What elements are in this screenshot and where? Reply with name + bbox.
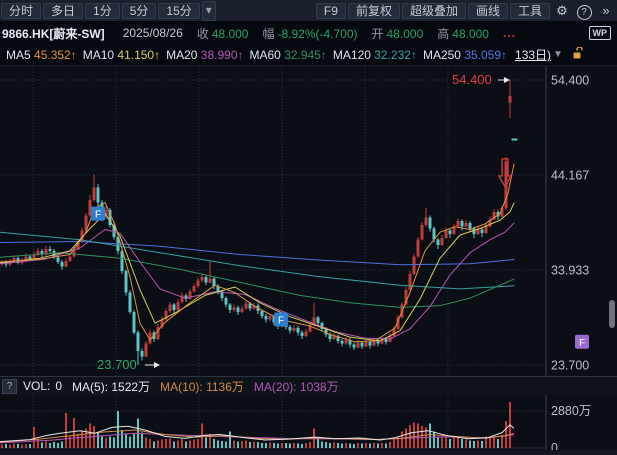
svg-text:F: F: [579, 338, 585, 349]
quote-field-1: 幅 -8.92%(-4.700): [262, 27, 357, 41]
bottom-edge: [0, 450, 617, 455]
event-badge-f-1[interactable]: F: [274, 312, 288, 327]
button-forward-adjust[interactable]: 前复权: [347, 2, 400, 19]
quote-field-label: 幅: [262, 26, 275, 41]
ma-name: MA10: [82, 47, 118, 62]
vol-ma-line-mavol5: [0, 424, 515, 443]
symbol-label: 9866.HK[蔚来-SW]: [2, 26, 105, 41]
price-chart[interactable]: 54.400 44.167 33.933 23.700 54.400 23.700 F F F: [0, 66, 617, 376]
ma-line-ma20: [0, 222, 515, 340]
button-draw-line[interactable]: 画线: [467, 2, 508, 19]
ma-line-ma120: [0, 231, 515, 290]
quote-field-3: 高 48.000: [437, 27, 489, 41]
period-dropdown-caret[interactable]: ▾: [201, 0, 216, 21]
vol-value: 0: [55, 379, 63, 393]
ma-value: 41.150↑: [117, 47, 161, 62]
volume-chart-area[interactable]: 2880万 0: [0, 395, 617, 455]
ma-name: MA250: [422, 47, 465, 62]
volume-axis-label: 0: [551, 441, 558, 450]
ma-name: MA120: [332, 47, 375, 62]
tab-intraday[interactable]: 分时: [1, 2, 42, 19]
quote-field-0: 收 48.000: [197, 27, 249, 41]
price-chart-area[interactable]: 54.400 44.167 33.933 23.700 54.400 23.700 F F F: [0, 66, 617, 376]
wp-badge[interactable]: WP: [588, 26, 611, 40]
quote-field-value: 48.000: [386, 26, 424, 41]
volume-header-bar: ? VOL: 0 MA(5): 1522万 MA(10): 1136万 MA(20)…: [0, 376, 617, 395]
vol-ma-line-mavol20: [0, 432, 515, 444]
ma-line-ma10: [0, 202, 515, 342]
quote-field-label: 开: [371, 26, 384, 41]
gear-icon[interactable]: ⚙: [556, 2, 568, 18]
tab-15min[interactable]: 15分: [158, 2, 200, 19]
indicator-help-icon[interactable]: ?: [2, 378, 17, 394]
ma-readout-ma60: MA60 32.945↑: [250, 48, 327, 62]
ma-indicator-bar: MA5 45.352↑ MA10 41.150↑ MA20 38.990↑ MA60 …: [0, 44, 617, 66]
ma-value: 32.945↑: [284, 47, 327, 62]
quote-field-value: -8.92%(-4.700): [277, 26, 358, 41]
chevron-down-icon[interactable]: ▼: [553, 49, 563, 60]
low-arrowhead: [154, 362, 160, 368]
volume-chart[interactable]: 2880万 0: [0, 395, 617, 455]
price-axis-label: 23.700: [551, 359, 589, 373]
quote-field-value: 48.000: [452, 26, 489, 41]
price-axis-label: 44.167: [551, 168, 589, 182]
quote-field-value: 48.000: [211, 26, 249, 41]
tab-multiday[interactable]: 多日: [43, 2, 84, 19]
svg-text:F: F: [278, 316, 284, 327]
tab-1min[interactable]: 1分: [85, 2, 120, 19]
ma-name: MA5: [6, 47, 35, 62]
volume-bars: [1, 401, 511, 448]
tab-5min[interactable]: 5分: [121, 2, 157, 19]
button-tools[interactable]: 工具: [509, 2, 550, 19]
quote-field-label: 高: [437, 26, 450, 41]
vol-ma-readout-1: MA(10): 1136万: [160, 379, 244, 394]
button-super-overlay[interactable]: 超级叠加: [401, 2, 466, 19]
ma-line-ma5: [0, 163, 515, 343]
ma-readout-ma5: MA5 45.352↑: [6, 48, 77, 62]
toolbar: 分时 多日 1分 5分 15分 ▾ F9 前复权 超级叠加 画线 工具 ⚙ ? »: [0, 0, 617, 22]
event-badge-f-2[interactable]: F: [575, 334, 589, 349]
price-axis-label: 54.400: [551, 74, 589, 88]
ma-readout-ma250: MA250 35.059↑: [423, 48, 507, 62]
vol-ma-readout-0: MA(5): 1522万: [72, 379, 151, 394]
svg-text:F: F: [95, 210, 101, 221]
high-price-annotation: 54.400: [452, 72, 492, 87]
quote-field-label: 收: [196, 26, 209, 41]
candles: [0, 80, 518, 365]
ma-readout-ma10: MA10 41.150↑: [83, 48, 160, 62]
date-label: 2025/08/26: [122, 26, 183, 40]
ma-name: MA20: [166, 47, 201, 62]
help-glyph: ?: [576, 4, 592, 20]
ma-value: 32.232↑: [374, 47, 417, 62]
more-tools-icon[interactable]: »: [602, 2, 610, 18]
ma-readout-ma120: MA120 32.232↑: [333, 48, 417, 62]
more-fields-dots[interactable]: ...: [502, 26, 516, 40]
period-range-label[interactable]: 133日): [515, 48, 552, 62]
scrollbar-thumb[interactable]: [609, 300, 615, 328]
unlock-icon[interactable]: [571, 45, 584, 63]
vol-label: VOL:: [23, 379, 51, 393]
ma-name: MA60: [249, 47, 285, 62]
ma-value: 45.352↑: [34, 47, 77, 62]
vol-ma-readout-2: MA(20): 1038万: [253, 379, 339, 394]
volume-axis-label: 2880万: [551, 404, 591, 418]
ma-line-ma60: [0, 252, 515, 308]
event-badge-f-0[interactable]: F: [91, 206, 105, 221]
low-price-annotation: 23.700: [97, 357, 137, 372]
down-arrow-marker: [497, 158, 513, 189]
price-axis-label: 33.933: [551, 264, 589, 278]
quote-info-bar: 9866.HK[蔚来-SW] 2025/08/26 收 48.000 幅 -8.92%…: [0, 22, 617, 44]
high-arrowhead: [504, 77, 510, 83]
ma-value: 35.059↑: [464, 47, 508, 62]
ma-value: 38.990↑: [200, 47, 244, 62]
ma-readout-ma20: MA20 38.990↑: [166, 48, 243, 62]
quote-field-2: 开 48.000: [372, 27, 424, 41]
help-icon[interactable]: ?: [575, 2, 593, 20]
button-f9[interactable]: F9: [315, 2, 346, 19]
